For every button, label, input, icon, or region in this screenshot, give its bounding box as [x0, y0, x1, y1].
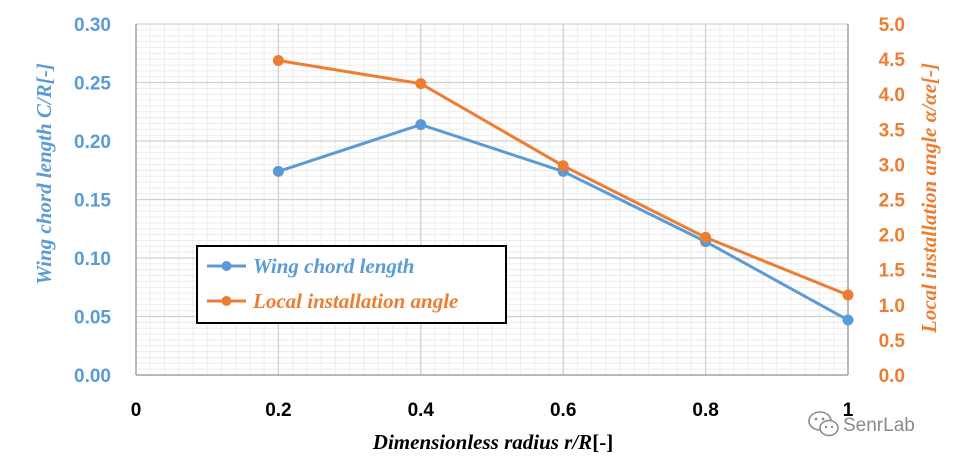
y-tick-label: 0.30	[74, 15, 111, 36]
y-tick-label: 0.00	[74, 366, 111, 387]
x-axis-title: Dimensionless radius r/R[-]	[372, 430, 613, 454]
y-tick-label: 0.25	[74, 74, 111, 95]
y2-tick-label: 5.0	[879, 15, 905, 36]
series-layer	[272, 55, 854, 326]
y-tick-label: 0.20	[74, 132, 111, 153]
x-tick-label: 1	[843, 400, 854, 421]
data-point-local-installation-angle	[415, 78, 427, 90]
data-point-local-installation-angle	[700, 231, 712, 243]
y2-tick-label: 0.0	[879, 366, 905, 387]
data-point-local-installation-angle	[272, 55, 284, 67]
y-tick-label: 0.15	[74, 191, 111, 212]
y2-tick-label: 1.0	[879, 296, 905, 317]
y-tick-label: 0.05	[74, 308, 111, 329]
y-axis-title: Wing chord length C/R[-]	[32, 63, 56, 285]
y2-axis-title: Local installation angle α/αe[-]	[917, 63, 941, 334]
label-layer: 0.000.050.100.150.200.250.300.00.51.01.5…	[74, 15, 905, 421]
data-point-wing-chord-length	[415, 119, 427, 131]
y2-tick-label: 1.5	[879, 261, 906, 282]
y2-tick-label: 0.5	[879, 331, 906, 352]
legend-label-wing-chord-length: Wing chord length	[253, 254, 414, 278]
legend-marker-local-installation-angle	[221, 296, 232, 306]
data-point-wing-chord-length	[272, 165, 284, 177]
y2-tick-label: 2.0	[879, 226, 905, 247]
data-point-wing-chord-length	[842, 314, 854, 326]
y2-tick-label: 4.0	[879, 85, 905, 106]
y2-tick-label: 3.5	[879, 120, 906, 141]
x-tick-label: 0.6	[550, 400, 576, 421]
legend-marker-wing-chord-length	[221, 261, 232, 271]
x-tick-label: 0	[131, 400, 142, 421]
x-tick-label: 0.2	[265, 400, 291, 421]
legend: Wing chord length Local installation ang…	[196, 245, 507, 324]
y-tick-label: 0.10	[74, 249, 111, 270]
data-point-local-installation-angle	[557, 160, 569, 172]
wechat-icon	[808, 411, 839, 437]
x-tick-label: 0.8	[692, 400, 718, 421]
x-axis-title-unit: [-]	[592, 430, 613, 454]
x-axis-title-main: Dimensionless radius r/R	[372, 430, 592, 454]
watermark: SenrLab	[808, 411, 915, 437]
legend-box	[196, 245, 507, 324]
y2-tick-label: 3.0	[879, 155, 905, 176]
watermark-text: SenrLab	[843, 415, 915, 436]
y2-tick-label: 2.5	[879, 191, 906, 212]
y2-tick-label: 4.5	[879, 50, 906, 71]
x-tick-label: 0.4	[408, 400, 435, 421]
legend-label-local-installation-angle: Local installation angle	[252, 289, 458, 313]
data-point-local-installation-angle	[842, 289, 854, 301]
